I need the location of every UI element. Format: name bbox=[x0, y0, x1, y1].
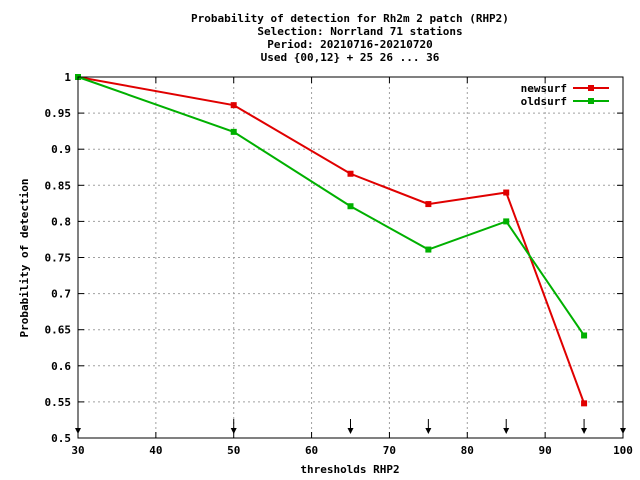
data-point-newsurf bbox=[230, 102, 237, 109]
threshold-arrow-head bbox=[581, 428, 588, 434]
x-tick-label: 80 bbox=[461, 444, 474, 457]
x-tick-label: 60 bbox=[305, 444, 318, 457]
data-point-oldsurf bbox=[503, 218, 510, 225]
chart-title: Probability of detection for Rh2m 2 patc… bbox=[191, 12, 509, 64]
data-point-newsurf bbox=[581, 400, 588, 407]
data-point-newsurf bbox=[347, 170, 354, 177]
y-tick-label: 0.7 bbox=[51, 288, 71, 301]
series-line-newsurf bbox=[77, 76, 586, 404]
title-line-2: Selection: Norrland 71 stations bbox=[257, 25, 462, 38]
y-axis-label: Probability of detection bbox=[18, 179, 31, 338]
y-tick-label: 0.55 bbox=[45, 396, 72, 409]
x-tick-label: 50 bbox=[227, 444, 240, 457]
x-tick-label: 100 bbox=[613, 444, 633, 457]
title-line-4: Used {00,12} + 25 26 ... 36 bbox=[261, 51, 440, 64]
threshold-arrow bbox=[230, 419, 237, 434]
series-group bbox=[75, 74, 588, 407]
data-point-newsurf bbox=[503, 189, 510, 196]
x-tick-label: 70 bbox=[383, 444, 396, 457]
threshold-arrow-head bbox=[230, 428, 237, 434]
threshold-arrow bbox=[347, 419, 354, 434]
data-point-oldsurf bbox=[347, 203, 354, 210]
threshold-arrow-head bbox=[503, 428, 510, 434]
axes: 0.5 0.55 0.6 0.65 0.7 0.75 0.8 0.85 0.9 0.95 1 30 40… bbox=[45, 71, 633, 457]
legend-label-newsurf: newsurf bbox=[521, 82, 567, 95]
y-tick-label: 0.5 bbox=[51, 432, 71, 445]
threshold-arrow-head bbox=[425, 428, 432, 434]
legend-point-newsurf bbox=[588, 85, 594, 91]
y-tick-label: 1 bbox=[64, 71, 71, 84]
y-tick-label: 0.65 bbox=[45, 324, 72, 337]
grid bbox=[78, 77, 623, 438]
threshold-arrow bbox=[581, 419, 588, 434]
series-line-oldsurf bbox=[77, 76, 585, 337]
y-tick-label: 0.9 bbox=[51, 143, 71, 156]
y-tick-label: 0.75 bbox=[45, 252, 72, 265]
legend-label-oldsurf: oldsurf bbox=[521, 95, 567, 108]
data-point-oldsurf bbox=[581, 332, 588, 339]
x-tick-label: 30 bbox=[71, 444, 84, 457]
plot-frame bbox=[77, 76, 624, 439]
data-point-newsurf bbox=[425, 201, 432, 208]
threshold-arrow-head bbox=[347, 428, 354, 434]
title-line-1: Probability of detection for Rh2m 2 patc… bbox=[191, 12, 509, 25]
title-line-3: Period: 20210716-20210720 bbox=[267, 38, 433, 51]
threshold-arrow bbox=[425, 419, 432, 434]
y-tick-label: 0.95 bbox=[45, 107, 72, 120]
legend-point-oldsurf bbox=[588, 98, 594, 104]
y-tick-label: 0.8 bbox=[51, 215, 71, 228]
y-tick-label: 0.6 bbox=[51, 360, 71, 373]
x-tick-label: 90 bbox=[539, 444, 552, 457]
x-tick-label: 40 bbox=[149, 444, 162, 457]
threshold-arrow bbox=[503, 419, 510, 434]
data-point-oldsurf bbox=[425, 246, 432, 253]
y-tick-label: 0.85 bbox=[45, 179, 72, 192]
data-point-oldsurf bbox=[230, 128, 237, 135]
x-axis-label: thresholds RHP2 bbox=[300, 463, 399, 476]
